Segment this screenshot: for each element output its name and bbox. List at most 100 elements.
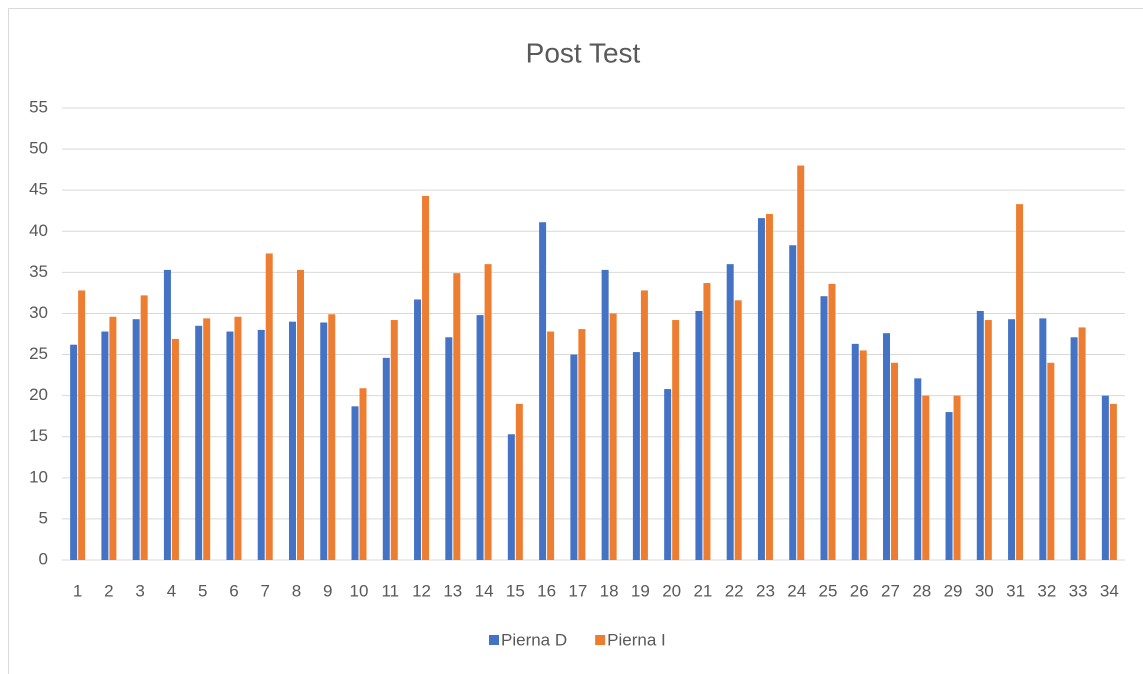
x-tick-label: 12 (412, 581, 431, 600)
bar (1008, 319, 1016, 560)
bar (640, 290, 648, 560)
x-tick-label: 1 (73, 581, 82, 600)
bar (891, 362, 899, 560)
bar (195, 325, 203, 560)
x-tick-label: 19 (631, 581, 650, 600)
x-tick-label: 8 (292, 581, 301, 600)
bar (1047, 362, 1055, 560)
bar (515, 403, 523, 560)
legend-label: Pierna I (607, 630, 666, 649)
bar (163, 269, 171, 560)
x-tick-label: 26 (850, 581, 869, 600)
bar (859, 350, 867, 560)
x-tick-label: 22 (725, 581, 744, 600)
x-tick-label: 2 (104, 581, 113, 600)
x-tick-label: 14 (475, 581, 494, 600)
bar (883, 333, 891, 560)
bar (984, 320, 992, 560)
x-tick-label: 20 (662, 581, 681, 600)
bar (953, 395, 961, 560)
x-tick-label: 28 (912, 581, 931, 600)
bar (695, 310, 703, 560)
bar (570, 354, 578, 560)
bar (288, 321, 296, 560)
bar (757, 218, 765, 560)
bar (1039, 318, 1047, 560)
x-tick-label: 5 (198, 581, 207, 600)
y-tick-label: 50 (29, 139, 48, 158)
bar (1070, 337, 1078, 560)
bar (257, 329, 265, 560)
bar (359, 388, 367, 560)
bar (171, 338, 179, 560)
bar (703, 283, 711, 560)
bar (132, 319, 140, 560)
bar (70, 344, 78, 560)
bar (734, 300, 742, 560)
x-tick-label: 9 (323, 581, 332, 600)
x-tick-label: 23 (756, 581, 775, 600)
bar (945, 412, 953, 560)
x-tick-label: 11 (381, 581, 399, 600)
bar (609, 313, 617, 560)
bar (265, 253, 273, 560)
y-tick-label: 0 (39, 549, 48, 568)
y-tick-label: 25 (29, 344, 48, 363)
bar (851, 343, 859, 560)
bar (976, 310, 984, 560)
bar (351, 406, 359, 560)
bar (820, 296, 828, 560)
y-tick-label: 55 (29, 97, 48, 116)
x-tick-label: 27 (881, 581, 900, 600)
y-tick-label: 30 (29, 303, 48, 322)
y-tick-label: 5 (39, 508, 48, 527)
bar (914, 378, 922, 560)
x-tick-label: 30 (975, 581, 994, 600)
bar (507, 434, 515, 560)
bar (797, 165, 805, 560)
bar (414, 299, 422, 560)
bar (547, 331, 555, 560)
bar (234, 316, 242, 560)
x-tick-label: 17 (568, 581, 587, 600)
x-tick-label: 24 (787, 581, 806, 600)
bar (453, 273, 461, 560)
bar (203, 318, 211, 560)
bar (578, 329, 586, 560)
x-tick-label: 13 (443, 581, 462, 600)
x-tick-label: 21 (693, 581, 712, 600)
legend-swatch (489, 635, 499, 645)
bar (78, 290, 86, 560)
x-tick-label: 16 (537, 581, 556, 600)
bar (1078, 327, 1086, 560)
y-tick-label: 15 (29, 426, 48, 445)
x-tick-label: 18 (600, 581, 619, 600)
bar (484, 264, 492, 560)
x-tick-label: 29 (944, 581, 963, 600)
bar (109, 316, 117, 560)
legend-swatch (595, 635, 606, 645)
bar (922, 395, 930, 560)
x-tick-label: 32 (1037, 581, 1056, 600)
x-tick-label: 10 (350, 581, 369, 600)
bar (765, 214, 773, 561)
bar (828, 283, 836, 560)
bar (296, 269, 304, 560)
chart-title: Post Test (526, 37, 641, 68)
bar (101, 331, 109, 560)
bar (390, 320, 398, 560)
legend-label: Pierna D (501, 630, 567, 649)
y-tick-label: 35 (29, 262, 48, 281)
x-tick-label: 15 (506, 581, 525, 600)
bar (422, 195, 430, 560)
bar (476, 315, 484, 560)
y-tick-label: 45 (29, 180, 48, 199)
bar (1101, 395, 1109, 560)
bar (672, 320, 680, 560)
y-tick-label: 10 (29, 467, 48, 486)
bar (140, 295, 148, 560)
x-tick-label: 4 (167, 581, 176, 600)
bar (445, 337, 453, 560)
x-tick-label: 31 (1006, 581, 1025, 600)
